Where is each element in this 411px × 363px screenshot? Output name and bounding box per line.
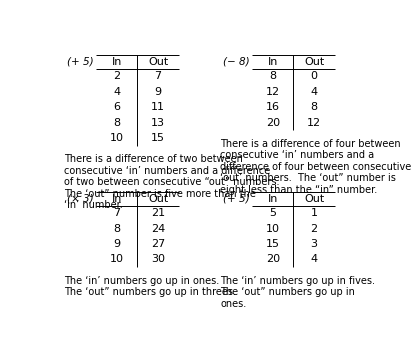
Text: 24: 24 bbox=[151, 224, 165, 234]
Text: 4: 4 bbox=[311, 254, 318, 265]
Text: 8: 8 bbox=[113, 224, 120, 234]
Text: 15: 15 bbox=[266, 239, 280, 249]
Text: In: In bbox=[111, 57, 122, 67]
Text: 30: 30 bbox=[151, 254, 165, 265]
Text: 8: 8 bbox=[113, 118, 120, 127]
Text: Out: Out bbox=[148, 57, 168, 67]
Text: The ‘in’ numbers go up in fives.
The ‘out” numbers go up in
ones.: The ‘in’ numbers go up in fives. The ‘ou… bbox=[220, 276, 375, 309]
Text: 13: 13 bbox=[151, 118, 165, 127]
Text: 7: 7 bbox=[113, 208, 120, 219]
Text: 15: 15 bbox=[151, 133, 165, 143]
Text: 20: 20 bbox=[266, 118, 280, 127]
Text: 6: 6 bbox=[113, 102, 120, 112]
Text: 9: 9 bbox=[113, 239, 120, 249]
Text: (× 3): (× 3) bbox=[67, 194, 93, 204]
Text: 10: 10 bbox=[110, 254, 124, 265]
Text: In: In bbox=[268, 194, 278, 204]
Text: 4: 4 bbox=[113, 87, 120, 97]
Text: 16: 16 bbox=[266, 102, 280, 112]
Text: Out: Out bbox=[304, 194, 324, 204]
Text: There is a difference of two between
consecutive ‘in’ numbers and a difference
o: There is a difference of two between con… bbox=[64, 154, 279, 211]
Text: (+ 5): (+ 5) bbox=[223, 194, 249, 204]
Text: Out: Out bbox=[304, 57, 324, 67]
Text: 12: 12 bbox=[266, 87, 280, 97]
Text: 10: 10 bbox=[266, 224, 280, 234]
Text: 2: 2 bbox=[113, 72, 120, 81]
Text: (− 8): (− 8) bbox=[223, 57, 249, 67]
Text: 3: 3 bbox=[311, 239, 318, 249]
Text: 11: 11 bbox=[151, 102, 165, 112]
Text: 27: 27 bbox=[151, 239, 165, 249]
Text: 9: 9 bbox=[155, 87, 162, 97]
Text: 20: 20 bbox=[266, 254, 280, 265]
Text: The ‘in’ numbers go up in ones.
The ‘out” numbers go up in threes.: The ‘in’ numbers go up in ones. The ‘out… bbox=[64, 276, 236, 297]
Text: 0: 0 bbox=[311, 72, 318, 81]
Text: 2: 2 bbox=[311, 224, 318, 234]
Text: 7: 7 bbox=[155, 72, 162, 81]
Text: In: In bbox=[111, 194, 122, 204]
Text: 5: 5 bbox=[269, 208, 276, 219]
Text: 12: 12 bbox=[307, 118, 321, 127]
Text: 21: 21 bbox=[151, 208, 165, 219]
Text: There is a difference of four between
consecutive ‘in’ numbers and a
difference : There is a difference of four between co… bbox=[220, 139, 411, 195]
Text: 8: 8 bbox=[269, 72, 276, 81]
Text: 10: 10 bbox=[110, 133, 124, 143]
Text: Out: Out bbox=[148, 194, 168, 204]
Text: 8: 8 bbox=[311, 102, 318, 112]
Text: 4: 4 bbox=[311, 87, 318, 97]
Text: (+ 5): (+ 5) bbox=[67, 57, 93, 67]
Text: 1: 1 bbox=[311, 208, 318, 219]
Text: In: In bbox=[268, 57, 278, 67]
